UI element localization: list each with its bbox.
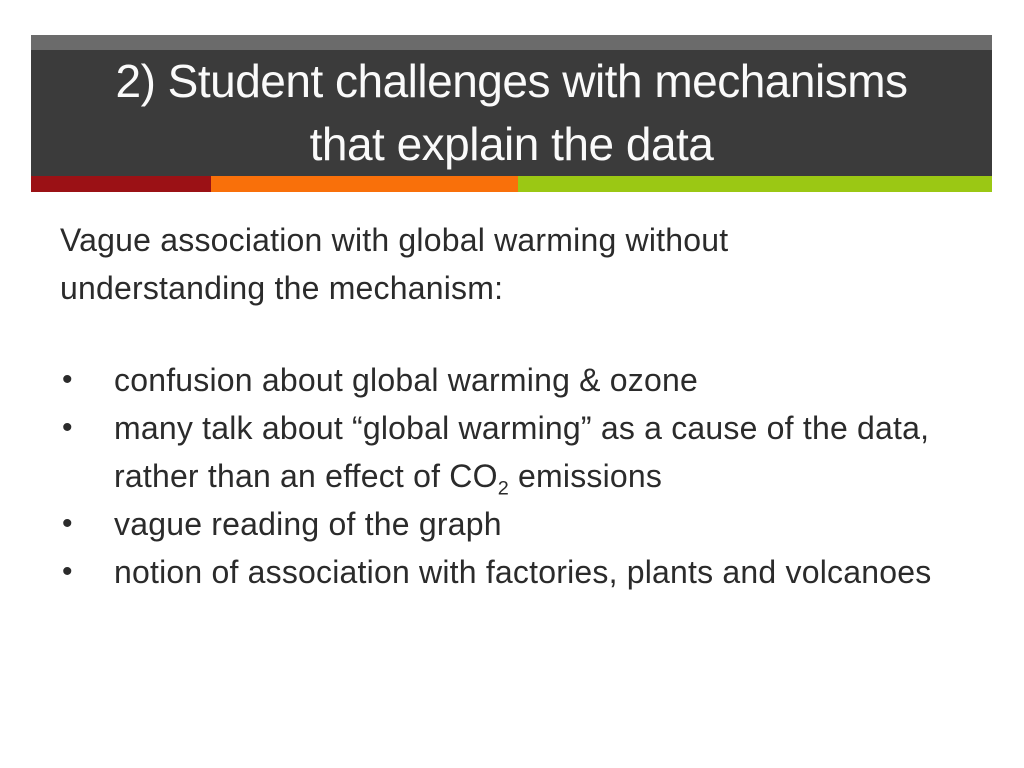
title-line-2: that explain the data <box>309 118 714 170</box>
bullet-icon: • <box>62 363 73 396</box>
list-item: • confusion about global warming & ozone <box>60 356 970 404</box>
bullet-text: many talk about “global warming” as a ca… <box>114 404 970 500</box>
bullet-text: notion of association with factories, pl… <box>114 554 932 590</box>
list-item: • many talk about “global warming” as a … <box>60 404 970 500</box>
header-top-strip <box>31 35 992 50</box>
title-line-1: 2) Student challenges with mechanisms <box>115 55 908 107</box>
list-item: • vague reading of the graph <box>60 500 970 548</box>
accent-segment-red <box>31 176 211 192</box>
accent-bar <box>31 176 992 192</box>
slide-title: 2) Student challenges with mechanisms th… <box>31 50 992 176</box>
bullet-text: confusion about global warming & ozone <box>114 362 698 398</box>
bullet-icon: • <box>62 507 73 540</box>
slide-body: Vague association with global warming wi… <box>60 216 970 596</box>
slide-header: 2) Student challenges with mechanisms th… <box>31 35 992 192</box>
accent-segment-orange <box>210 176 518 192</box>
bullet-text-segment: many talk about “global warming” as a ca… <box>114 410 930 494</box>
bullet-text: vague reading of the graph <box>114 506 502 542</box>
accent-segment-green <box>517 176 992 192</box>
bullet-list: • confusion about global warming & ozone… <box>60 356 970 596</box>
bullet-icon: • <box>62 555 73 588</box>
co2-subscript: 2 <box>497 477 509 500</box>
intro-text: Vague association with global warming wi… <box>60 222 729 306</box>
list-item: • notion of association with factories, … <box>60 548 970 596</box>
bullet-icon: • <box>62 411 73 444</box>
bullet-text-segment: emissions <box>508 458 663 494</box>
